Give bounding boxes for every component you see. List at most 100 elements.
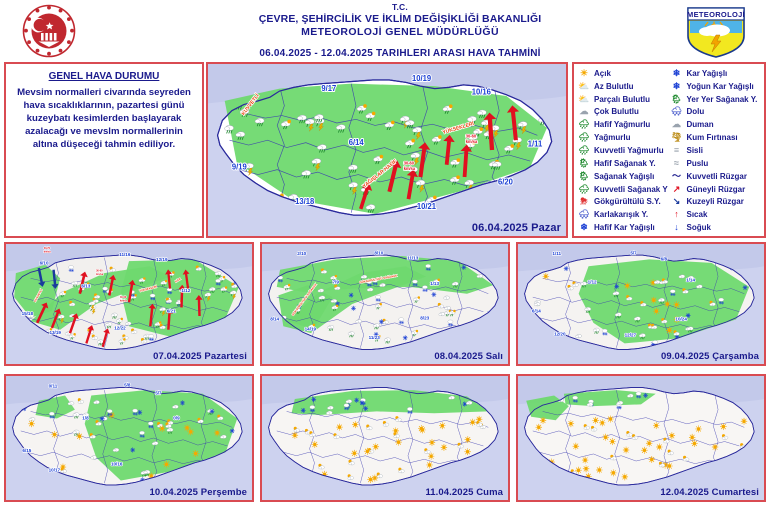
legend-item: ❄ Kar Yağışlı: [670, 67, 763, 80]
hot-icon: ↑: [674, 209, 679, 220]
legend-item-label: Yer Yer Sağanak Y.: [686, 94, 758, 104]
temperature-label: 8/10: [374, 250, 383, 255]
forecast-panel-tuesday[interactable]: GÖKGÜRÜLTÜLÜ SAĞANAK GÖKGÜRÜLTÜLÜ SAĞANAK…: [260, 242, 510, 366]
legend-item-label: Kuvvetli Sağanak Y: [594, 184, 668, 194]
legend-item: ⛈ Gökgürültülü S.Y.: [577, 195, 670, 208]
forecast-panel-saturday[interactable]: 12.04.2025 Cumartesi: [516, 374, 766, 502]
legend-item-label: Dolu: [686, 107, 705, 117]
legend-item-label: Hafif Kar Yağışlı: [594, 223, 655, 233]
southerly-wind-arrow-icon: ↗: [672, 183, 681, 194]
temperature-label: 13/18: [295, 197, 315, 206]
legend-item: 🌦 Hafif Sağanak Y.: [577, 157, 670, 170]
wind-speed-label: km/sa: [96, 273, 104, 276]
summary-text: Mevsim normalleri civarında seyreden hav…: [17, 87, 191, 150]
legend-item: ❄ Yoğun Kar Yağışlı: [670, 80, 763, 93]
wind-speed-label: km/sa: [404, 166, 416, 171]
legend-item-label: Yağmurlu: [594, 133, 631, 143]
ministry-name: ÇEVRE, ŞEHİRCİLİK VE İKLİM DEĞİŞİKLİĞİ B…: [258, 13, 542, 25]
legend-item: ↑ Sıcak: [670, 208, 763, 221]
hail-icon: 🌨: [670, 106, 683, 117]
light-rain-icon: 🌧: [578, 119, 590, 130]
general-weather-summary-box: GENEL HAVA DURUMU Mevsim normalleri civa…: [4, 62, 204, 238]
temperature-label: 12/27: [625, 332, 637, 337]
weather-symbol-legend: ☀ Açık ⛅ Az Bulutlu ⛅ Parçalı Bulutlu ☁ Çok Bul…: [572, 62, 766, 238]
forecast-panel-wednesday[interactable]: 1/11 5/7 6/8 1/12 1/14 6/14 12/20 12/27 10/24 09…: [516, 242, 766, 366]
sun-icon: ☀: [579, 67, 589, 78]
legend-column-left: ☀ Açık ⛅ Az Bulutlu ⛅ Parçalı Bulutlu ☁ Çok Bul…: [577, 67, 670, 234]
legend-item-label: Kar Yağışlı: [686, 68, 728, 78]
map-wednesday: 1/11 5/7 6/8 1/12 1/14 6/14 12/20 12/27 10/24: [518, 244, 764, 364]
forecast-panel-thursday[interactable]: 0/11 5/8 5/7 1/8 0/9 6/15 10/17 10/16 10.04.202…: [4, 374, 254, 502]
light-shower-icon: 🌦: [578, 157, 590, 168]
legend-item: 🌧 Kuvvetli Sağanak Y: [577, 183, 670, 196]
map-sunday: KUVVETLİ YAĞIŞLAR HAFİF YÜKSEKLERİ 30-60 km/…: [208, 64, 566, 236]
legend-item: ⛅ Az Bulutlu: [577, 80, 670, 93]
strong-wind-icon: 〜: [671, 170, 681, 181]
sandstorm-icon: 🌪: [670, 132, 683, 143]
wind-speed-label: km/sa: [44, 251, 52, 254]
sleet-icon: 🌨: [578, 209, 590, 220]
temperature-label: 11/13: [407, 255, 419, 260]
legend-item-label: Parçalı Bulutlu: [594, 94, 651, 104]
temperature-label: 1/13: [430, 281, 439, 286]
state-abbrev: T.C.: [392, 2, 408, 12]
legend-item: ☁ Duman: [670, 118, 763, 131]
band-label: YÜKSEKLERİ: [139, 283, 158, 293]
legend-item: 🌪 Kum Fırtınası: [670, 131, 763, 144]
page-header: T.C. ÇEVRE, ŞEHİRCİLİK VE İKLİM DEĞİŞİKL…: [0, 0, 770, 60]
legend-item-label: Kuzeyli Rüzgar: [686, 197, 744, 207]
meteoroloji-logo-icon: METEOROLOJİ: [674, 2, 758, 58]
legend-item: ⛅ Parçalı Bulutlu: [577, 93, 670, 106]
temperature-label: 11/23: [369, 335, 381, 340]
wind-speed-label: km/sa: [120, 300, 128, 303]
panel-date-wednesday: 09.04.2025 Çarşamba: [660, 351, 759, 362]
mist-icon: ≈: [674, 157, 679, 168]
temperature-label: 10/21: [417, 202, 437, 211]
northerly-wind-arrow-icon: ↘: [672, 196, 681, 207]
legend-item-label: Puslu: [686, 158, 709, 168]
temperature-label: 1/11: [528, 139, 543, 148]
temperature-label: 13/19: [49, 330, 61, 335]
panel-date-saturday: 12.04.2025 Cumartesi: [660, 487, 759, 498]
legend-item: 🌨 Karlakarışık Y.: [577, 208, 670, 221]
thunderstorm-icon: ⛈: [580, 196, 588, 207]
legend-item: 🌧 Hafif Yağmurlu: [577, 118, 670, 131]
temperature-label: 7/9: [333, 279, 340, 284]
temperature-label: 12/22: [114, 326, 126, 331]
legend-item: 🌦 Yer Yer Sağanak Y.: [670, 93, 763, 106]
legend-item: ☁ Çok Bulutlu: [577, 106, 670, 119]
rain-icon: 🌧: [578, 132, 590, 143]
temperature-label: 8/23: [420, 315, 429, 320]
legend-item-label: Hafif Sağanak Y.: [594, 158, 656, 168]
legend-item-label: Sağanak Yağışlı: [594, 171, 655, 181]
temperature-label: 0/9: [173, 415, 180, 421]
legend-item: ≈ Puslu: [670, 157, 763, 170]
temperature-label: 5/7: [630, 250, 637, 255]
map-saturday: [518, 376, 764, 500]
temperature-label: 6/21: [167, 308, 176, 313]
temperature-label: 6/13: [81, 284, 90, 289]
legend-item: ↘ Kuzeyli Rüzgar: [670, 195, 763, 208]
republic-of-turkiye-emblem-icon: [22, 4, 76, 58]
panel-date-sunday: 06.04.2025 Pazar: [471, 222, 561, 234]
legend-item-label: Kuvvetli Rüzgar: [686, 171, 747, 181]
forecast-panel-friday[interactable]: 11.04.2025 Cuma: [260, 374, 510, 502]
forecast-panel-sunday[interactable]: KUVVETLİ YAĞIŞLAR HAFİF YÜKSEKLERİ 30-60 km/…: [206, 62, 568, 238]
legend-item: 〜 Kuvvetli Rüzgar: [670, 170, 763, 183]
temperature-label: 12/19: [156, 257, 168, 262]
legend-item-label: Sıcak: [686, 210, 708, 220]
temperature-label: 5/8: [124, 382, 131, 388]
wind-speed-label: 40-70: [44, 247, 51, 250]
temperature-label: 6/15: [22, 448, 31, 454]
heavy-shower-icon: 🌧: [578, 183, 590, 194]
legend-column-right: ❄ Kar Yağışlı ❄ Yoğun Kar Yağışlı 🌦 Yer Yer S…: [670, 67, 763, 234]
legend-item: 🌧 Kuvvetli Yağmurlu: [577, 144, 670, 157]
heavy-rain-icon: 🌧: [578, 144, 590, 155]
wind-speed-label: 30-60: [96, 269, 103, 272]
wind-speed-label: 30-60: [466, 134, 477, 139]
temperature-label: 10/17: [49, 468, 61, 474]
forecast-date-range: 06.04.2025 - 12.04.2025 TARIHLERI ARASI …: [259, 48, 541, 59]
few-clouds-icon: ⛅: [578, 80, 590, 91]
forecast-panel-monday[interactable]: KUVVETLİ YÜKSEKLERİ KAR 40-70 km/sa 30-60 km/s…: [4, 242, 254, 366]
